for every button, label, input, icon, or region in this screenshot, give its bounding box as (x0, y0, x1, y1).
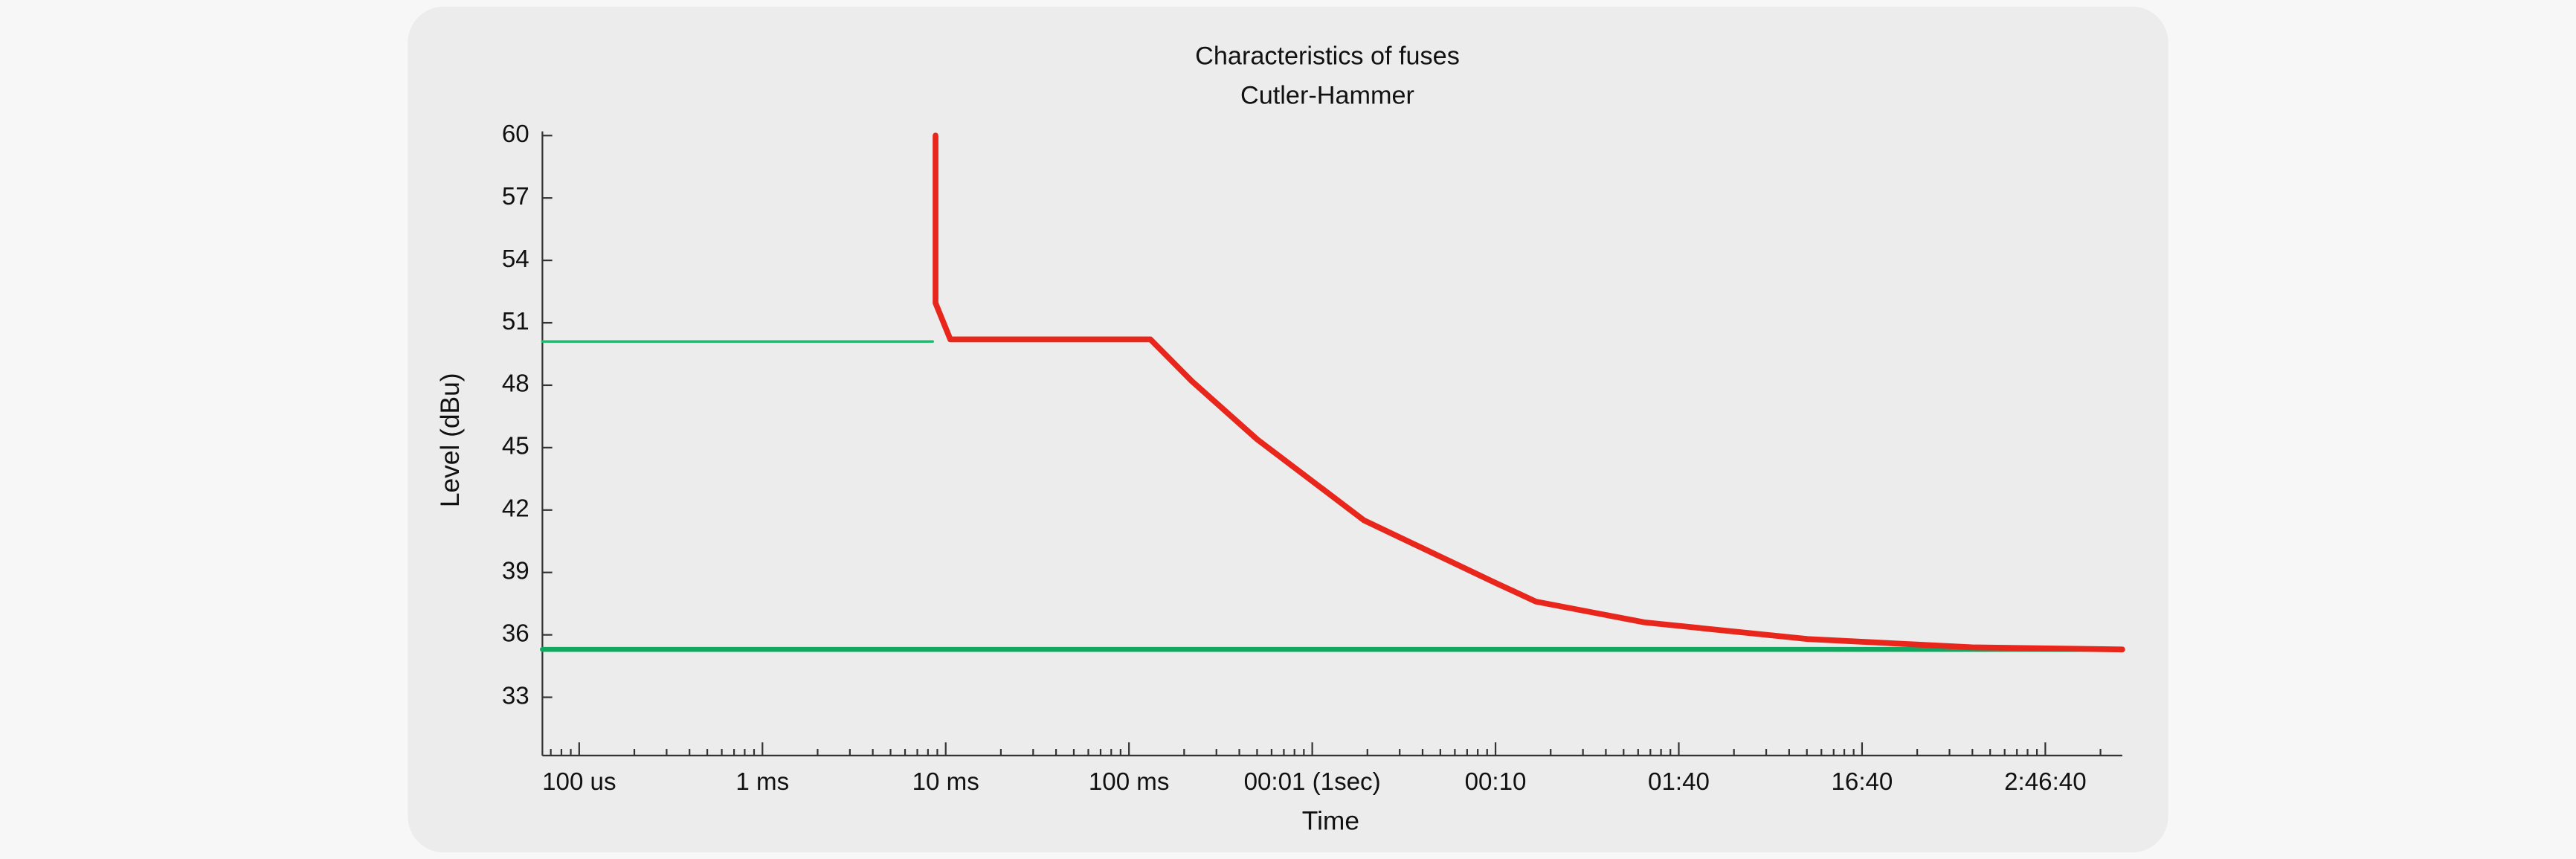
chart-subtitle: Cutler-Hammer (1240, 81, 1414, 109)
x-axis-title: Time (1302, 807, 1359, 836)
series-line (933, 132, 2125, 653)
y-axis-title: Level (dBu) (436, 373, 465, 508)
x-tick-label: 00:10 (1465, 768, 1527, 796)
x-tick-label: 1 ms (735, 768, 789, 796)
x-tick-label: 16:40 (1832, 768, 1893, 796)
y-tick-label: 33 (502, 682, 529, 710)
chart-title: Characteristics of fuses (1195, 42, 1460, 70)
y-tick-label: 60 (502, 120, 529, 148)
x-tick-label: 100 us (542, 768, 616, 796)
y-tick-label: 51 (502, 308, 529, 335)
x-tick-label: 10 ms (912, 768, 979, 796)
panel (408, 6, 2168, 853)
y-tick-label: 39 (502, 557, 529, 585)
x-tick-label: 00:01 (1sec) (1244, 768, 1381, 796)
y-tick-label: 48 (502, 370, 529, 398)
y-tick-label: 57 (502, 183, 529, 210)
y-tick-label: 42 (502, 495, 529, 523)
x-tick-label: 2:46:40 (2004, 768, 2086, 796)
x-tick-label: 01:40 (1648, 768, 1710, 796)
y-tick-label: 54 (502, 245, 529, 273)
x-tick-label: 100 ms (1089, 768, 1170, 796)
y-tick-label: 45 (502, 433, 529, 460)
y-tick-label: 36 (502, 620, 529, 647)
